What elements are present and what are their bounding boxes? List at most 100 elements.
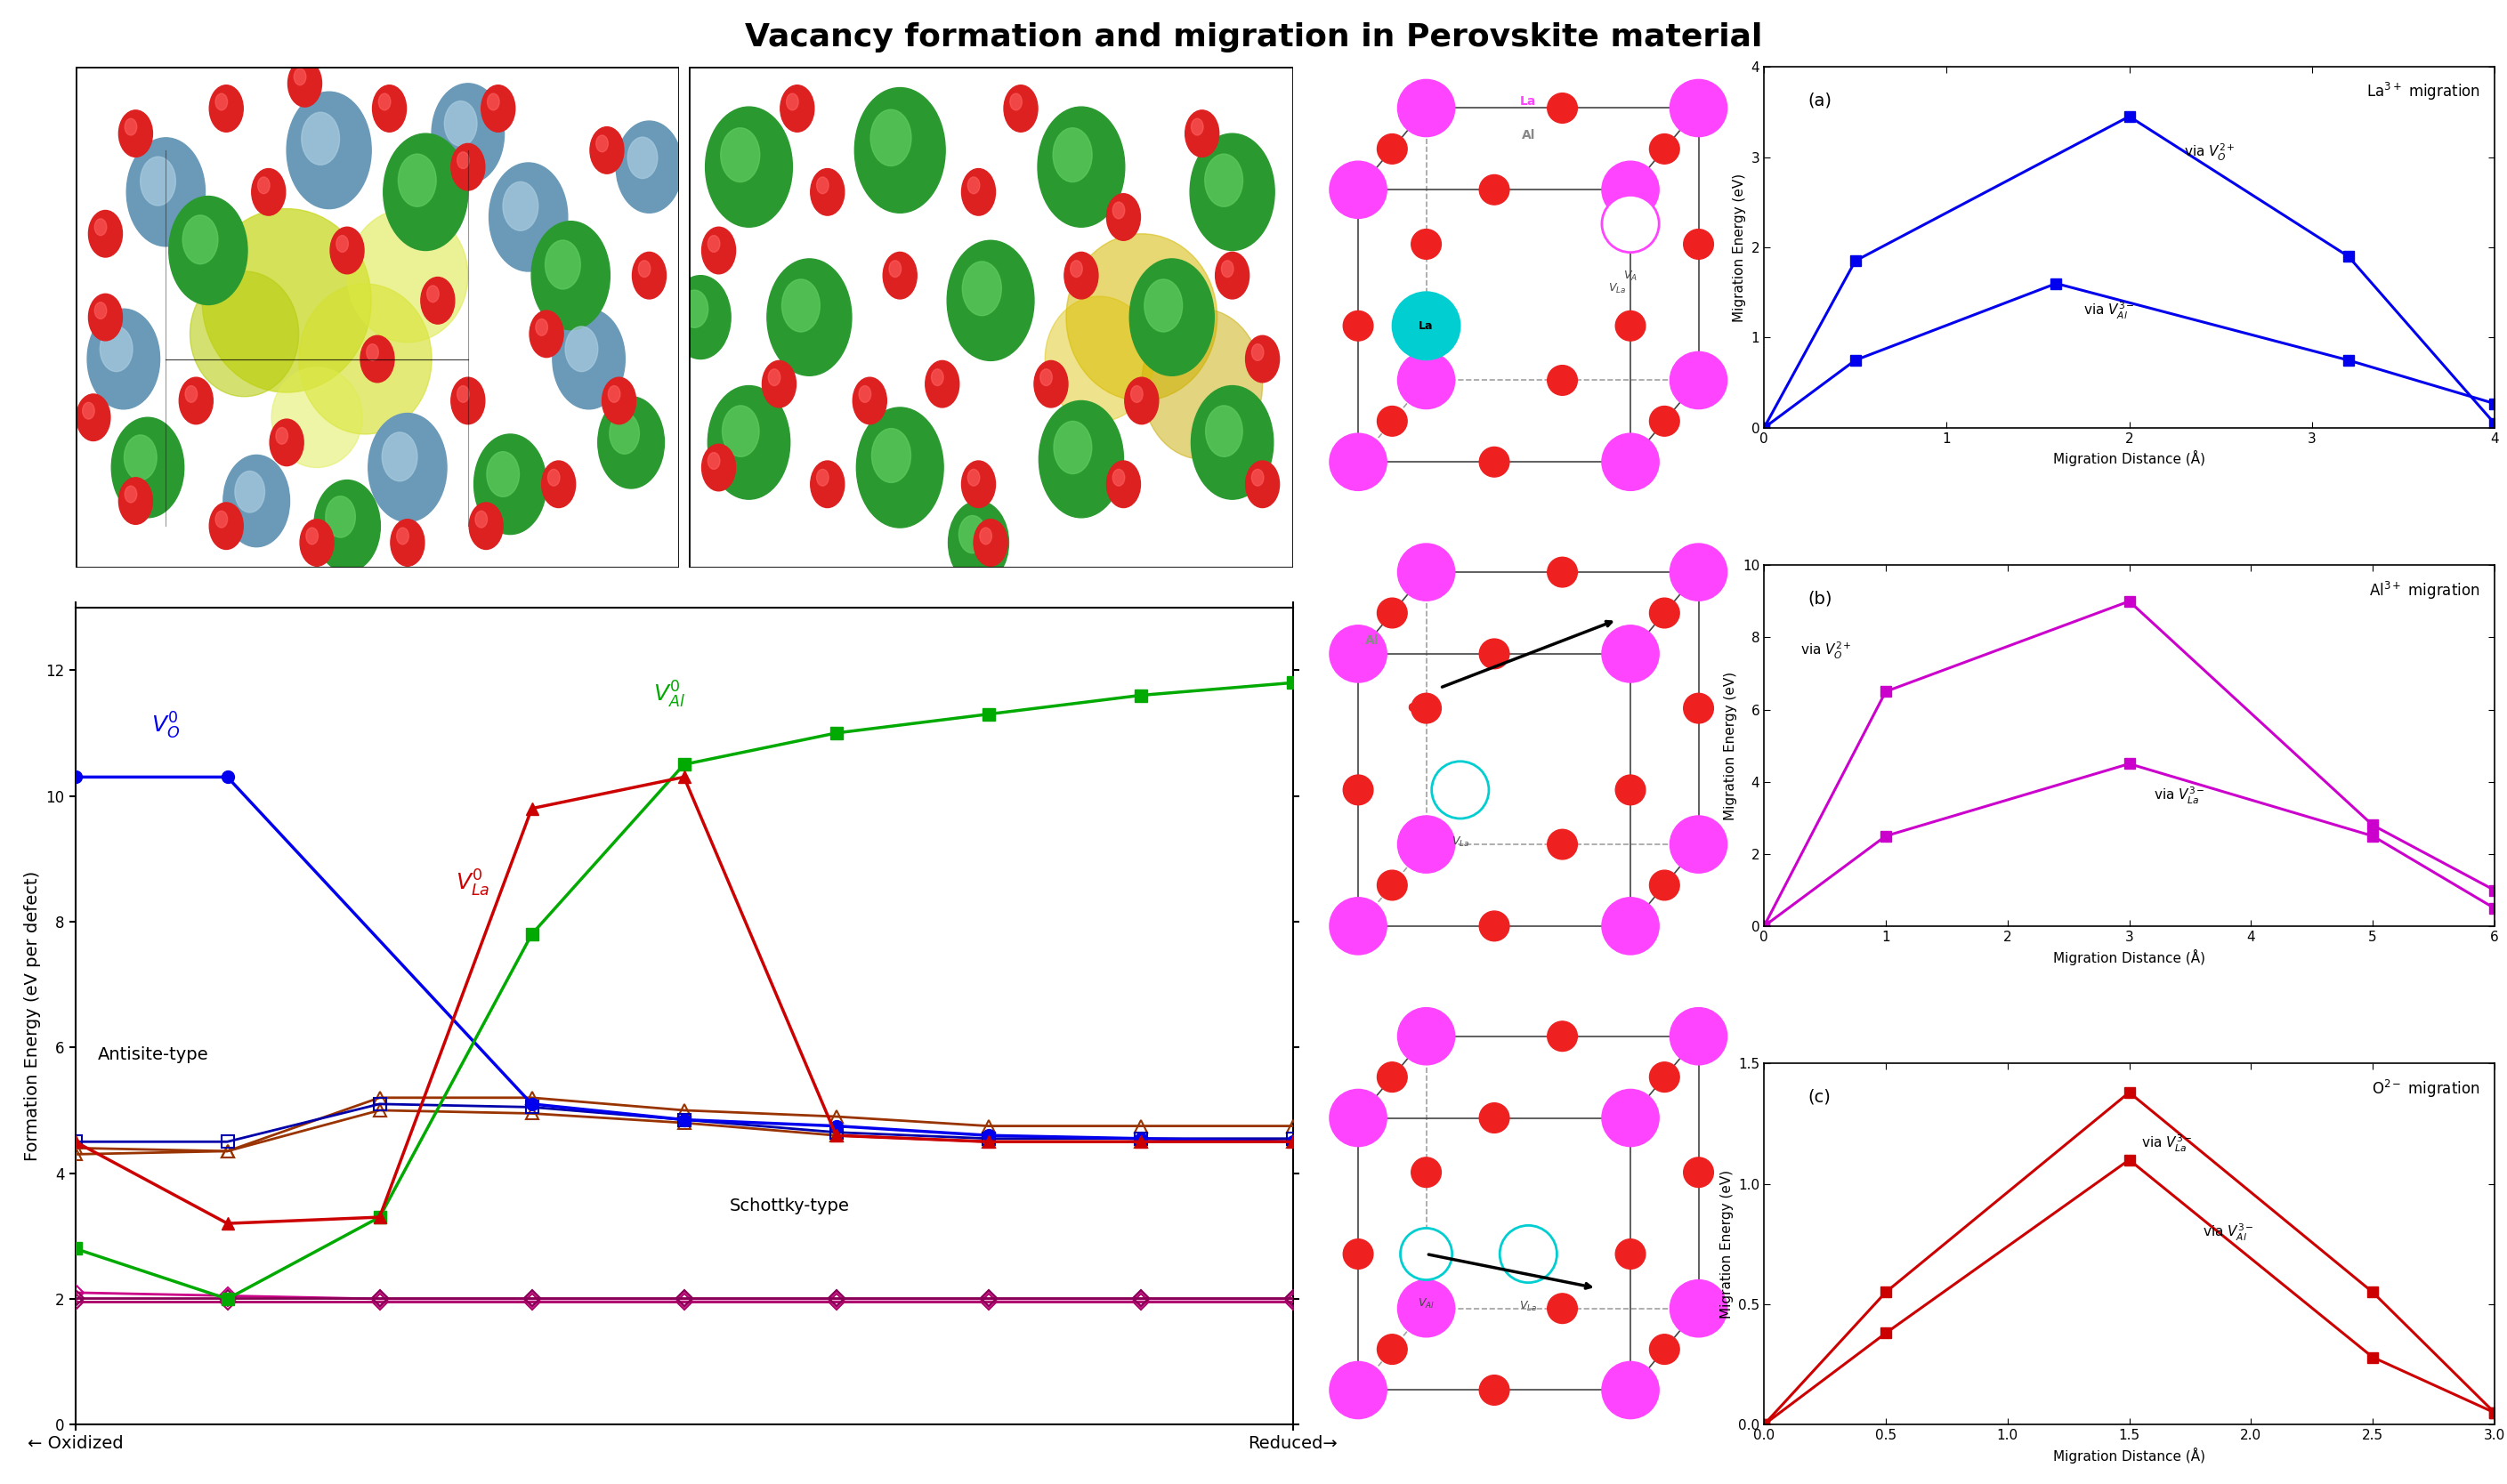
Circle shape — [597, 135, 609, 151]
Circle shape — [301, 113, 338, 165]
Text: $V^0_O$: $V^0_O$ — [150, 711, 181, 742]
Circle shape — [236, 470, 266, 512]
Circle shape — [1113, 202, 1126, 218]
Circle shape — [1003, 85, 1038, 132]
Circle shape — [301, 519, 333, 565]
Circle shape — [1396, 543, 1454, 601]
Circle shape — [552, 309, 624, 410]
Circle shape — [817, 469, 830, 485]
Circle shape — [948, 502, 1008, 585]
Circle shape — [1010, 93, 1023, 110]
Circle shape — [168, 196, 248, 304]
Circle shape — [451, 377, 484, 424]
Circle shape — [1329, 433, 1386, 491]
Circle shape — [810, 169, 845, 215]
Text: Al: Al — [1364, 634, 1379, 647]
Circle shape — [1479, 640, 1509, 669]
Circle shape — [88, 294, 123, 341]
Circle shape — [564, 326, 597, 371]
Circle shape — [1040, 370, 1053, 386]
Circle shape — [817, 177, 830, 194]
Circle shape — [1650, 1063, 1680, 1092]
Circle shape — [602, 377, 637, 424]
Ellipse shape — [1045, 297, 1153, 421]
Circle shape — [1547, 830, 1577, 859]
Circle shape — [1344, 775, 1374, 804]
Text: $V^0_{Al}$: $V^0_{Al}$ — [654, 680, 684, 709]
Circle shape — [1602, 162, 1660, 218]
Circle shape — [1246, 335, 1279, 383]
Circle shape — [1376, 598, 1406, 628]
Circle shape — [178, 377, 213, 424]
Circle shape — [1602, 1361, 1660, 1419]
Circle shape — [1251, 344, 1264, 361]
Circle shape — [88, 309, 160, 410]
Circle shape — [1670, 352, 1727, 410]
Text: $V_{La}$: $V_{La}$ — [1519, 1300, 1537, 1313]
Ellipse shape — [1065, 234, 1218, 401]
Circle shape — [211, 85, 243, 132]
Circle shape — [707, 453, 720, 469]
Text: (c): (c) — [1808, 1089, 1830, 1106]
Text: via $V_{Al}^{3-}$: via $V_{Al}^{3-}$ — [2083, 300, 2136, 321]
Circle shape — [852, 377, 887, 424]
Circle shape — [544, 240, 582, 289]
Circle shape — [331, 227, 364, 275]
Circle shape — [1329, 1361, 1386, 1419]
Circle shape — [1070, 261, 1083, 278]
Circle shape — [1246, 462, 1279, 508]
Circle shape — [504, 183, 539, 230]
Text: via $V_{Al}^{3-}$: via $V_{Al}^{3-}$ — [2201, 1221, 2254, 1242]
Circle shape — [1329, 162, 1386, 218]
Circle shape — [431, 83, 504, 184]
Circle shape — [83, 402, 95, 418]
Circle shape — [1053, 128, 1093, 183]
Circle shape — [872, 429, 910, 482]
Text: $V_{La}$: $V_{La}$ — [1607, 282, 1627, 295]
Ellipse shape — [203, 209, 371, 392]
Circle shape — [597, 396, 664, 488]
Circle shape — [1206, 405, 1243, 457]
Circle shape — [810, 462, 845, 508]
Circle shape — [1376, 1063, 1406, 1092]
Circle shape — [399, 154, 436, 206]
Text: (a): (a) — [1808, 92, 1833, 108]
Circle shape — [1479, 1103, 1509, 1132]
Circle shape — [211, 503, 243, 549]
Text: $V_{La}$: $V_{La}$ — [1452, 835, 1469, 849]
Circle shape — [1411, 693, 1442, 723]
Circle shape — [1344, 1239, 1374, 1269]
Circle shape — [276, 427, 288, 444]
Circle shape — [1602, 625, 1660, 683]
Ellipse shape — [298, 283, 431, 435]
Circle shape — [366, 344, 379, 361]
Circle shape — [288, 59, 321, 107]
Circle shape — [1650, 134, 1680, 163]
Circle shape — [125, 119, 138, 135]
Circle shape — [1329, 1089, 1386, 1147]
Circle shape — [1113, 469, 1126, 485]
Y-axis label: Migration Energy (eV): Migration Energy (eV) — [1732, 174, 1745, 322]
Circle shape — [1186, 110, 1218, 157]
Circle shape — [1143, 279, 1183, 332]
Circle shape — [1479, 1376, 1509, 1405]
Circle shape — [486, 93, 499, 110]
Circle shape — [118, 110, 153, 157]
Circle shape — [1391, 292, 1459, 361]
Text: $V^0_{La}$: $V^0_{La}$ — [456, 868, 489, 899]
Text: via $V_O^{2+}$: via $V_O^{2+}$ — [2184, 142, 2236, 163]
Circle shape — [1376, 870, 1406, 901]
Circle shape — [1479, 175, 1509, 205]
Circle shape — [456, 151, 469, 169]
Circle shape — [469, 503, 504, 549]
Circle shape — [1131, 258, 1213, 375]
Circle shape — [1191, 386, 1274, 499]
Circle shape — [767, 370, 780, 386]
Circle shape — [1411, 1158, 1442, 1187]
Circle shape — [1650, 1334, 1680, 1364]
Circle shape — [95, 218, 108, 236]
Circle shape — [855, 88, 945, 212]
Circle shape — [251, 169, 286, 215]
Circle shape — [1670, 1008, 1727, 1066]
Circle shape — [216, 510, 228, 528]
